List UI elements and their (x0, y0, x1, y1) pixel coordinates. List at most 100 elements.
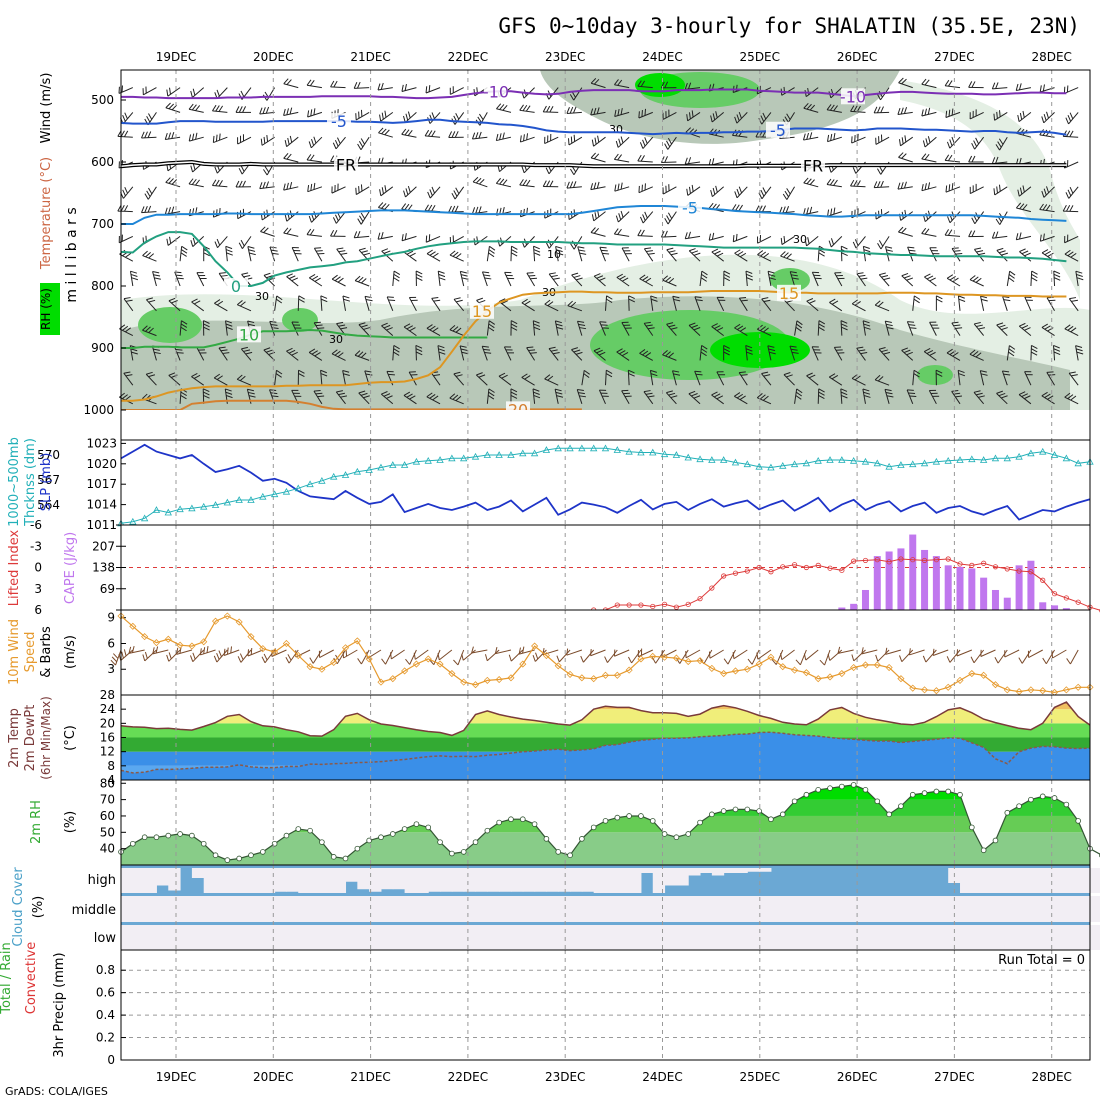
wind-barb-flag (556, 326, 564, 330)
wind-barb-flag (628, 656, 632, 664)
wind-barb-flag (1018, 391, 1026, 396)
wind-barb-flag (383, 250, 391, 254)
li-point (614, 602, 620, 608)
isotherm-label-bg (766, 121, 790, 138)
thickness-point (424, 456, 432, 464)
wind-barb (558, 649, 571, 663)
wind-barb-flag (271, 252, 279, 255)
wind-barb (1068, 112, 1079, 125)
wind-barb-flag (958, 369, 965, 374)
wind-barb (593, 350, 606, 361)
wind-barb-flag (338, 250, 346, 253)
wind-barb (733, 235, 748, 243)
wind-barb (661, 649, 677, 658)
wind-barb-flag (935, 369, 943, 374)
wind-barb-flag (283, 183, 286, 191)
wind-barb (1046, 297, 1055, 312)
wind-barb (951, 322, 961, 336)
cloud-clear-segment (144, 868, 157, 893)
wind-barb-flag (667, 137, 673, 145)
wind-barb (259, 111, 275, 115)
wind-barb-flag (736, 393, 744, 399)
wind-barb-flag (1042, 657, 1047, 664)
wind-barb-flag (168, 178, 174, 184)
rh-point (342, 855, 349, 862)
wind-barb (734, 327, 748, 337)
cape-bar (885, 551, 893, 610)
wind-barb (236, 378, 252, 386)
wind-barb-flag (218, 346, 226, 349)
wind-barb-flag (924, 79, 930, 86)
wind-barb-flag (1039, 203, 1044, 210)
thickness-point (152, 506, 161, 513)
wind-barb (425, 135, 441, 138)
cloud-clear-segment (191, 896, 205, 922)
wind-barb-flag (519, 135, 522, 143)
wind-barb-flag (1069, 187, 1074, 194)
cloud-clear-segment (215, 925, 228, 950)
thickness-point (660, 450, 669, 458)
wind-barb-flag (660, 230, 665, 238)
wind-barb-flag (758, 205, 763, 212)
rh-point (921, 790, 928, 796)
wind-barb (1053, 345, 1056, 361)
thickness-point (412, 457, 421, 465)
chart-title: GFS 0~10day 3-hourly for SHALATIN (35.5E… (498, 14, 1080, 38)
wind-barb (260, 231, 275, 237)
wind-barb-flag (216, 238, 221, 246)
wind-barb-flag (1067, 325, 1074, 331)
cloud-clear-segment (451, 896, 465, 922)
wind-barb (1024, 371, 1032, 386)
wind-speed-point (389, 675, 397, 683)
wind-barb-flag (263, 653, 268, 661)
wind-barb (924, 211, 937, 223)
wind-speed-point (129, 622, 137, 630)
wind-barb-flag (924, 108, 927, 116)
wind-tick-label: 9 (107, 611, 115, 625)
cloud-clear-segment (132, 868, 146, 893)
wind-barb-flag (745, 345, 753, 349)
wind-barb-flag (122, 115, 126, 122)
wind-barb-flag (381, 391, 388, 395)
li-point (862, 557, 869, 564)
wind-barb-flag (958, 298, 966, 302)
cloud-clear-segment (700, 925, 713, 950)
rh-point (555, 849, 562, 855)
wind-barb-flag (548, 346, 556, 350)
li-point (910, 557, 916, 563)
wind-barb (925, 649, 937, 663)
li-point (721, 573, 727, 579)
cloud-clear-segment (640, 925, 654, 950)
wind-barb (196, 346, 205, 361)
li-point (756, 564, 762, 571)
wind-barb-flag (803, 653, 807, 661)
wind-barb-flag (118, 653, 122, 661)
wind-barb-flag (969, 275, 976, 281)
wind-barb-flag (501, 374, 508, 379)
wind-barb-flag (533, 326, 541, 331)
wind-background (121, 610, 1090, 695)
wind-barb (817, 388, 820, 404)
wind-barb (614, 233, 630, 237)
wind-barb-flag (818, 323, 825, 328)
wind-barb-flag (222, 352, 230, 354)
wind-barb-flag (996, 390, 1003, 394)
wind-barb-flag (978, 252, 986, 256)
wind-barb (331, 186, 346, 194)
wind-barb (143, 87, 157, 96)
cape-bar (1027, 560, 1035, 610)
cloud-clear-segment (818, 896, 831, 922)
wind-barb-flag (181, 320, 188, 325)
wind-barb-flag (971, 230, 976, 237)
isotherm-label: 0 (231, 277, 241, 296)
wind-barb-flag (665, 351, 671, 357)
wind-barb-flag (141, 206, 145, 213)
wind-speed-point (141, 633, 149, 641)
wind-barb-flag (361, 324, 368, 328)
cape-label: CAPE (J/kg) (63, 532, 78, 604)
cloud-clear-segment (629, 868, 642, 893)
wind-barb-flag (309, 80, 315, 87)
wind-barb-flag (523, 134, 525, 142)
rh-point (177, 831, 183, 837)
